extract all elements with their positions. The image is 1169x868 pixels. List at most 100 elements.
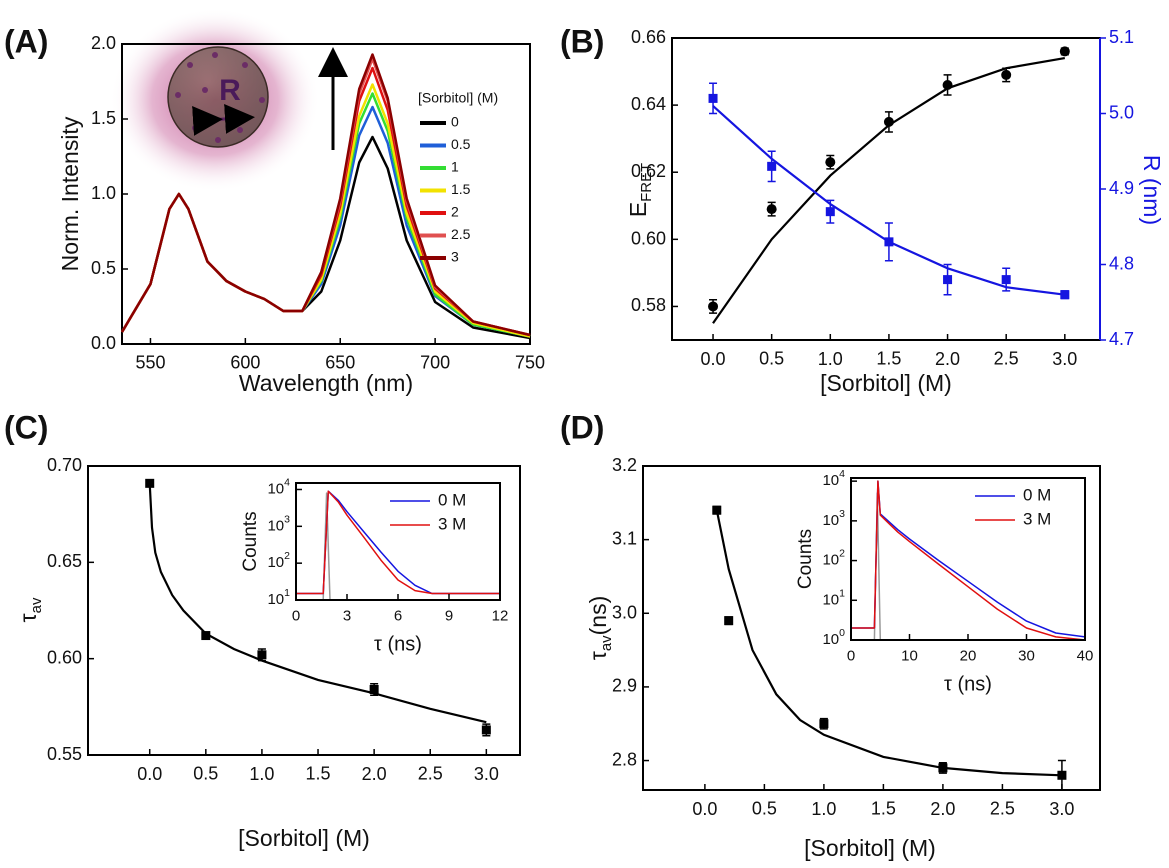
- tick-label-text: 1.0: [811, 799, 836, 819]
- y-axis-label: τav: [15, 597, 45, 622]
- legend-label: 3 M: [1023, 509, 1051, 528]
- tick-label-text: 0.60: [47, 647, 82, 667]
- tick-label: 0.5: [193, 764, 218, 784]
- legend-label: 0: [451, 114, 459, 130]
- x-axis-label: Wavelength (nm): [239, 370, 413, 396]
- tick-label-text: 0.0: [692, 799, 717, 819]
- tick-label: 650: [325, 353, 355, 373]
- tick-label: 2.0: [91, 33, 116, 53]
- tick-label: 1.0: [249, 764, 274, 784]
- tick-label: 0.66: [631, 27, 666, 47]
- marker: [942, 79, 953, 90]
- tick-label-text: 3.0: [612, 602, 637, 622]
- fit-line: [712, 57, 1065, 324]
- annotation: R: [219, 74, 241, 107]
- tick-label-text: 2.0: [91, 33, 116, 53]
- y-axis-label: τav(ns): [585, 596, 615, 661]
- tick-label: 103: [822, 508, 845, 529]
- tick-label: 3: [343, 607, 351, 624]
- tick-label: 104: [822, 468, 845, 489]
- tick-label: 2.5: [994, 349, 1019, 369]
- tick-label: 2.8: [612, 749, 637, 769]
- legend-label: 0.5: [451, 136, 471, 152]
- marker: [825, 157, 836, 168]
- tick-label-exponent: 3: [839, 508, 845, 520]
- marker: [1001, 69, 1012, 80]
- tick-label: 0.60: [631, 228, 666, 248]
- tick-label: 0.0: [137, 764, 162, 784]
- fit-line: [715, 509, 1062, 777]
- marker: [1057, 770, 1067, 780]
- panel-label: (A): [4, 23, 48, 59]
- x-axis-label: [Sorbitol] (M): [238, 825, 370, 851]
- inset-background: [851, 478, 1085, 640]
- tick-label: 2.0: [930, 799, 955, 819]
- marker: [883, 116, 894, 127]
- tick-label: 0.5: [752, 799, 777, 819]
- marker: [257, 650, 267, 660]
- tick-label: 12: [492, 607, 509, 624]
- legend-label: 3: [451, 249, 459, 265]
- tick-label: 3.0: [474, 764, 499, 784]
- legend-label: 2: [451, 204, 459, 220]
- y-axis-label-text: τ: [15, 613, 41, 622]
- legend-title: [Sorbitol] (M): [418, 90, 498, 106]
- tick-label: 1.5: [871, 799, 896, 819]
- tick-label: 1.0: [91, 183, 116, 203]
- plot-frame: [671, 37, 1101, 341]
- inset-y-axis-label: Counts: [240, 511, 261, 571]
- tick-label-exponent: 4: [839, 468, 845, 480]
- marker: [767, 161, 777, 171]
- marker: [708, 301, 719, 312]
- marker: [1059, 46, 1070, 57]
- tick-label: 3.0: [1049, 799, 1074, 819]
- tick-label-text: 3.0: [1049, 799, 1074, 819]
- tick-label: 3.0: [1052, 349, 1077, 369]
- tick-label: 750: [515, 353, 545, 373]
- tick-label: 2.0: [935, 349, 960, 369]
- marker: [369, 684, 379, 694]
- tick-label-text: 3.0: [1052, 349, 1077, 369]
- tick-label: 9: [445, 607, 453, 624]
- tick-label-text: 10: [822, 631, 839, 648]
- tick-label: 0.70: [47, 455, 82, 475]
- marker: [712, 505, 722, 515]
- tick-label-text: 1.0: [91, 183, 116, 203]
- tick-label: 102: [822, 547, 845, 568]
- tick-label: 0.55: [47, 744, 82, 764]
- tick-label: 101: [267, 587, 290, 608]
- tick-label: 0.64: [631, 94, 666, 114]
- tick-label: 40: [1077, 647, 1094, 664]
- tick-label-exponent: 0: [839, 627, 845, 639]
- tick-label-text: 10: [267, 554, 284, 571]
- tick-label-text: 0.0: [701, 349, 726, 369]
- tick-label-text: 10: [267, 591, 284, 608]
- tick-label: 3.0: [612, 602, 637, 622]
- tick-label: 1.5: [306, 764, 331, 784]
- inset-x-axis-label: τ (ns): [944, 673, 992, 695]
- y-axis-label-sub: FRET: [638, 163, 655, 202]
- marker: [943, 275, 953, 285]
- legend-label: 1: [451, 159, 459, 175]
- panel-label: (B): [560, 23, 604, 59]
- tick-label: 4.9: [1109, 178, 1134, 198]
- marker: [766, 204, 777, 215]
- tick-label-text: 5.0: [1109, 102, 1134, 122]
- y-axis-label-tail: (ns): [585, 596, 611, 636]
- marker: [938, 763, 948, 773]
- tick-label: 0.58: [631, 295, 666, 315]
- tick-label: 0.5: [91, 258, 116, 278]
- plot-frame: [642, 465, 1101, 791]
- marker: [201, 631, 211, 641]
- series-line: [120, 53, 531, 337]
- y-axis-label-sub: av: [28, 597, 45, 613]
- tick-label: 0.0: [91, 333, 116, 353]
- tick-label: 0.5: [759, 349, 784, 369]
- tick-label: 103: [267, 513, 290, 534]
- legend-label: 0 M: [1023, 485, 1051, 504]
- tick-label-exponent: 1: [284, 587, 290, 599]
- tick-label: 101: [822, 587, 845, 608]
- tick-label: 102: [267, 550, 290, 571]
- tick-label-exponent: 2: [839, 547, 845, 559]
- tick-label: 0: [292, 607, 300, 624]
